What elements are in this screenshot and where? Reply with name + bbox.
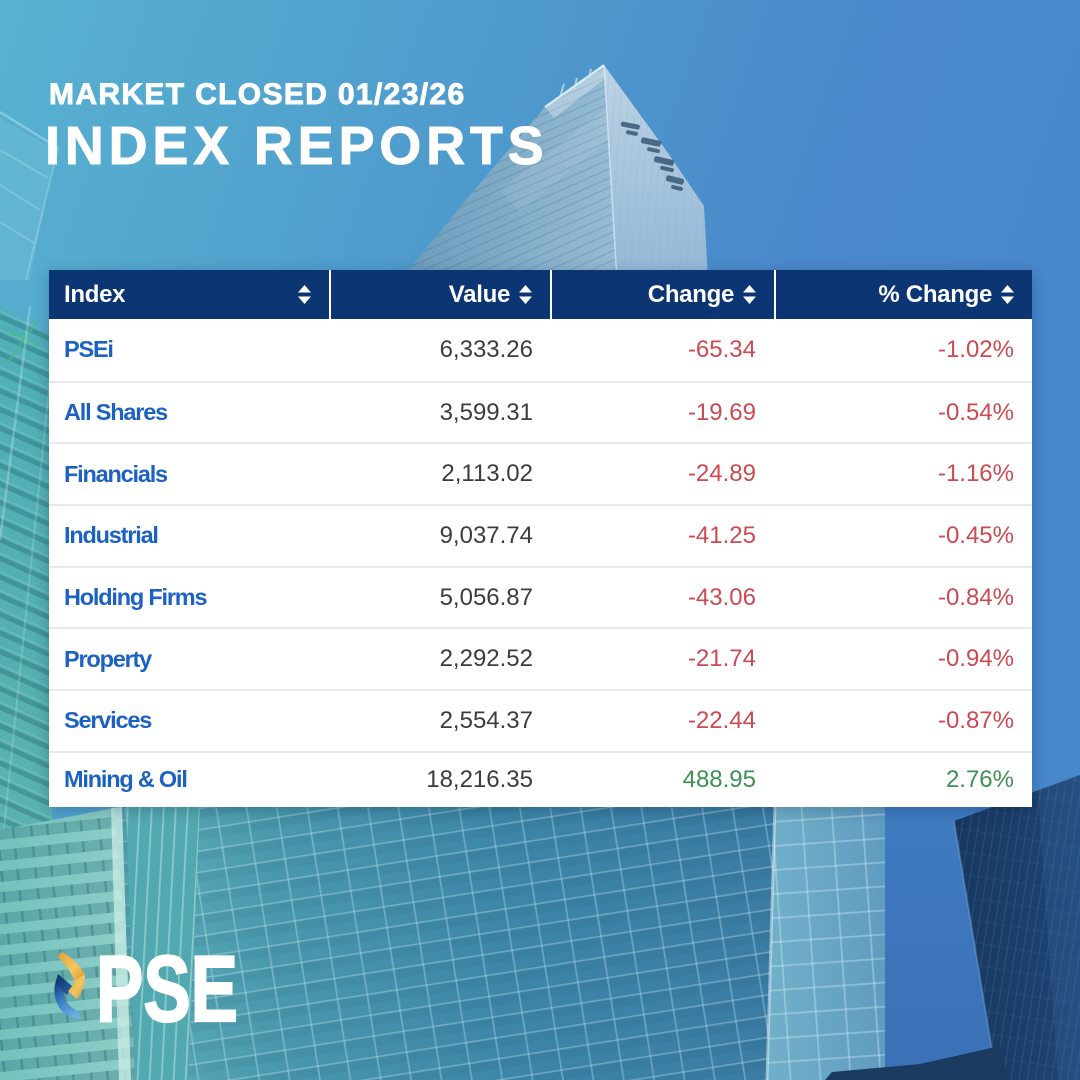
svg-text:PSE: PSE xyxy=(96,948,238,1028)
